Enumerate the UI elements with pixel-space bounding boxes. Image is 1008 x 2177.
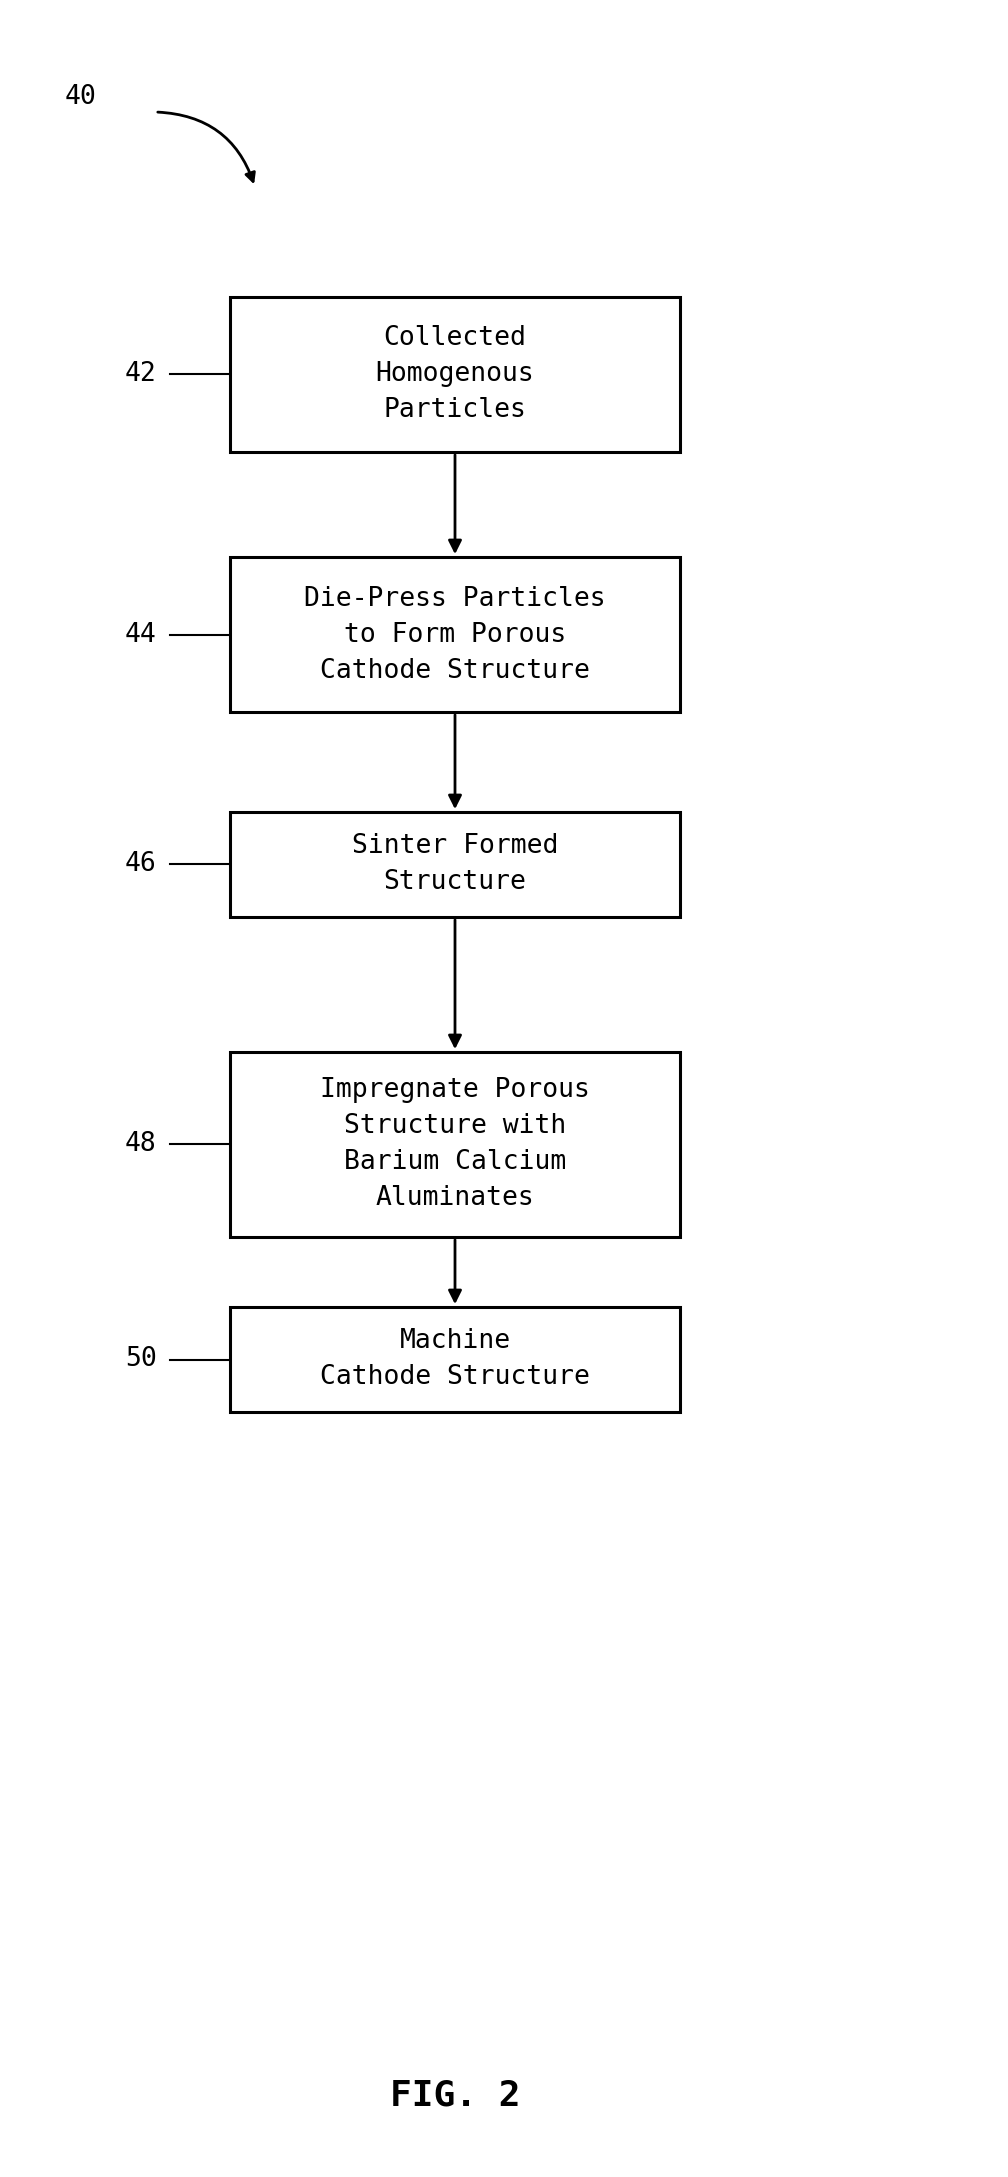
Text: 44: 44 <box>125 620 157 647</box>
Text: 50: 50 <box>125 1348 157 1372</box>
Bar <box>230 296 680 453</box>
Text: Collected
Homogenous
Particles: Collected Homogenous Particles <box>376 327 534 425</box>
FancyArrowPatch shape <box>158 111 254 181</box>
Text: FIG. 2: FIG. 2 <box>390 2079 520 2112</box>
Bar <box>230 812 680 917</box>
Text: 40: 40 <box>65 85 97 111</box>
Bar <box>230 557 680 712</box>
Text: 48: 48 <box>125 1132 157 1158</box>
Text: Machine
Cathode Structure: Machine Cathode Structure <box>321 1328 590 1391</box>
Text: Sinter Formed
Structure: Sinter Formed Structure <box>352 834 558 895</box>
Text: 42: 42 <box>125 361 157 388</box>
Bar <box>230 1051 680 1237</box>
Text: 46: 46 <box>125 851 157 877</box>
Bar <box>230 1306 680 1413</box>
Text: Impregnate Porous
Structure with
Barium Calcium
Aluminates: Impregnate Porous Structure with Barium … <box>321 1078 590 1210</box>
Text: Die-Press Particles
to Form Porous
Cathode Structure: Die-Press Particles to Form Porous Catho… <box>304 586 606 684</box>
